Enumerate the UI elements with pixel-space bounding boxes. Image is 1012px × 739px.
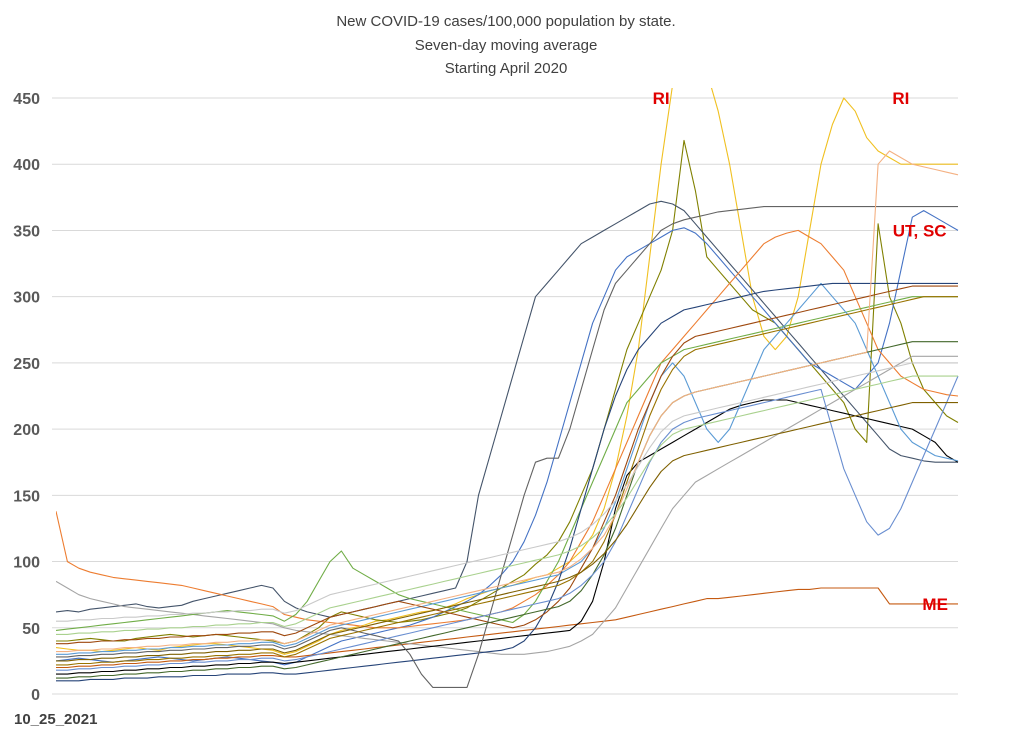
y-tick-label: 400 — [13, 157, 40, 174]
series-line-9 — [56, 399, 959, 675]
y-tick-label: 350 — [13, 223, 40, 240]
series-line-17 — [56, 150, 959, 653]
series-line-20 — [56, 402, 958, 662]
y-tick-label: 450 — [13, 91, 40, 108]
chart-title: New COVID-19 cases/100,000 population by… — [336, 13, 675, 77]
y-tick-label: 200 — [13, 422, 40, 439]
series-line-16 — [56, 375, 959, 671]
title-line-1: New COVID-19 cases/100,000 population by… — [336, 13, 675, 30]
series-line-5 — [56, 229, 959, 629]
series-line-11 — [56, 282, 958, 682]
series-line-12 — [56, 285, 958, 645]
y-tick-label: 0 — [31, 687, 40, 704]
y-tick-label: 100 — [13, 555, 40, 572]
y-tick-label: 300 — [13, 290, 40, 307]
gridlines — [52, 97, 958, 695]
annotation-ri-0: RI — [653, 89, 670, 108]
y-tick-label: 50 — [22, 621, 40, 638]
title-line-2: Seven-day moving average — [415, 37, 598, 54]
title-line-3: Starting April 2020 — [445, 60, 568, 77]
annotations: RI RI UT, SC ME — [653, 89, 948, 614]
series-line-10 — [56, 282, 959, 655]
annotation-me-3: ME — [922, 595, 948, 614]
series-lines — [56, 88, 959, 688]
y-tick-label: 250 — [13, 356, 40, 373]
series-line-3 — [56, 200, 958, 618]
series-line-7 — [56, 355, 958, 655]
series-line-8 — [56, 296, 958, 631]
series-line-13 — [56, 206, 958, 688]
annotation-ut-sc-2: UT, SC — [893, 221, 947, 240]
x-axis-label: 10_25_2021 — [14, 711, 97, 728]
y-tick-label: 150 — [13, 488, 40, 505]
series-line-14 — [56, 296, 958, 666]
series-line-18 — [56, 375, 958, 635]
series-line-6 — [56, 587, 958, 669]
y-axis-tick-labels: 0 50 100 150 200 250 300 350 400 450 — [13, 91, 40, 704]
series-line-1 — [56, 88, 958, 655]
annotation-ri-1: RI — [892, 89, 909, 108]
series-line-19 — [56, 362, 958, 622]
